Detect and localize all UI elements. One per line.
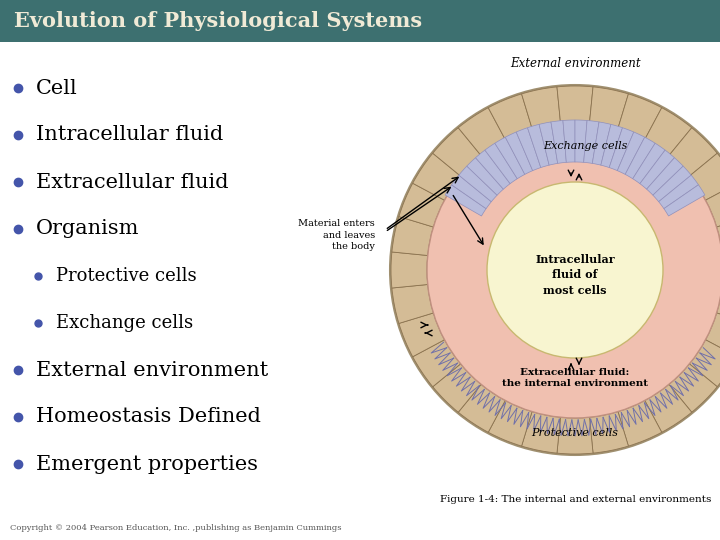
Wedge shape — [669, 364, 717, 412]
Wedge shape — [633, 143, 665, 184]
Text: External environment: External environment — [36, 361, 269, 380]
Wedge shape — [391, 252, 428, 288]
Wedge shape — [584, 120, 599, 164]
Wedge shape — [433, 364, 481, 412]
Wedge shape — [485, 143, 517, 184]
Text: Protective cells: Protective cells — [56, 267, 197, 285]
Wedge shape — [647, 158, 683, 195]
Wedge shape — [467, 158, 503, 195]
Wedge shape — [392, 217, 433, 255]
Wedge shape — [690, 153, 720, 200]
Text: Cell: Cell — [36, 78, 78, 98]
Wedge shape — [575, 120, 587, 163]
Wedge shape — [399, 183, 444, 227]
Text: External environment: External environment — [510, 57, 640, 70]
Wedge shape — [601, 124, 623, 167]
Wedge shape — [609, 128, 634, 171]
Wedge shape — [706, 183, 720, 227]
Wedge shape — [706, 313, 720, 357]
Wedge shape — [557, 417, 593, 454]
Wedge shape — [445, 185, 486, 216]
Wedge shape — [528, 124, 549, 167]
Wedge shape — [413, 153, 461, 200]
Wedge shape — [521, 411, 560, 453]
Text: Intracellular
fluid of
most cells: Intracellular fluid of most cells — [535, 254, 615, 296]
Wedge shape — [458, 384, 505, 433]
Wedge shape — [557, 86, 593, 123]
Wedge shape — [521, 87, 560, 129]
Wedge shape — [392, 285, 433, 323]
Text: Extracellular fluid: Extracellular fluid — [36, 172, 228, 192]
Wedge shape — [551, 120, 567, 164]
Wedge shape — [716, 285, 720, 323]
Text: Organism: Organism — [36, 219, 140, 239]
Text: Homeostasis Defined: Homeostasis Defined — [36, 408, 261, 427]
Bar — [0, 0, 720, 42]
Wedge shape — [451, 175, 491, 208]
Text: Material enters
and leaves
the body: Material enters and leaves the body — [298, 219, 375, 251]
Wedge shape — [459, 166, 497, 202]
Wedge shape — [659, 175, 698, 208]
Wedge shape — [618, 94, 662, 139]
Text: Figure 1-4: The internal and external environments: Figure 1-4: The internal and external en… — [440, 496, 711, 504]
Wedge shape — [590, 87, 629, 129]
Wedge shape — [664, 185, 705, 216]
Wedge shape — [539, 122, 558, 165]
Wedge shape — [653, 166, 691, 202]
Circle shape — [390, 85, 720, 455]
Wedge shape — [645, 384, 692, 433]
Wedge shape — [399, 313, 444, 357]
Wedge shape — [625, 137, 655, 179]
Wedge shape — [458, 107, 505, 156]
Text: Evolution of Physiological Systems: Evolution of Physiological Systems — [14, 11, 422, 31]
Wedge shape — [593, 122, 611, 165]
Text: Emergent properties: Emergent properties — [36, 455, 258, 474]
Text: Copyright © 2004 Pearson Education, Inc. ,publishing as Benjamin Cummings: Copyright © 2004 Pearson Education, Inc.… — [10, 524, 341, 532]
Text: Protective cells: Protective cells — [531, 428, 618, 438]
Wedge shape — [488, 401, 532, 446]
Wedge shape — [488, 94, 532, 139]
Wedge shape — [433, 128, 481, 176]
Wedge shape — [590, 411, 629, 453]
Wedge shape — [645, 107, 692, 156]
Wedge shape — [640, 150, 675, 189]
Text: Exchange cells: Exchange cells — [543, 141, 627, 151]
Wedge shape — [716, 217, 720, 255]
Wedge shape — [475, 150, 510, 189]
Wedge shape — [505, 132, 533, 174]
Wedge shape — [516, 128, 541, 171]
Text: Extracellular fluid:
the internal environment: Extracellular fluid: the internal enviro… — [502, 368, 648, 388]
Text: Exchange cells: Exchange cells — [56, 314, 193, 332]
Circle shape — [487, 182, 663, 358]
Wedge shape — [617, 132, 644, 174]
Wedge shape — [690, 340, 720, 387]
Text: Intracellular fluid: Intracellular fluid — [36, 125, 223, 145]
Circle shape — [427, 122, 720, 418]
Wedge shape — [413, 340, 461, 387]
Wedge shape — [563, 120, 575, 163]
Wedge shape — [669, 128, 717, 176]
Wedge shape — [495, 137, 525, 179]
Wedge shape — [618, 401, 662, 446]
